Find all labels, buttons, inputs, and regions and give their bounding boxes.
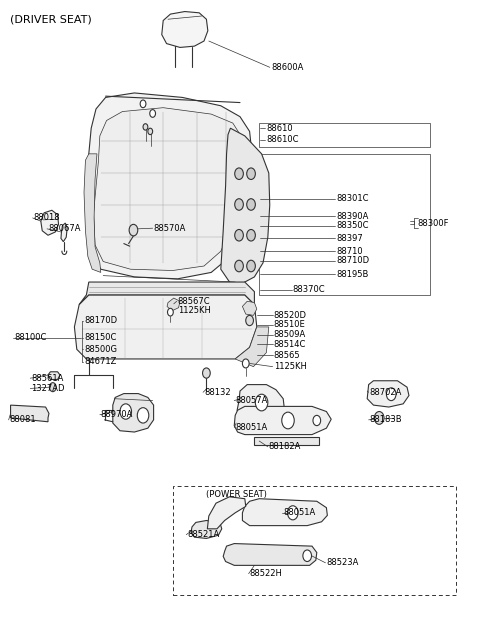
Circle shape <box>235 260 243 272</box>
Text: 88610: 88610 <box>266 124 293 133</box>
Text: 88702A: 88702A <box>370 388 402 397</box>
Text: 88600A: 88600A <box>271 63 303 72</box>
Polygon shape <box>207 497 246 529</box>
Polygon shape <box>221 128 270 283</box>
Polygon shape <box>94 108 242 271</box>
Bar <box>259 154 430 295</box>
Circle shape <box>168 308 173 316</box>
Text: 88057A: 88057A <box>235 396 267 405</box>
Polygon shape <box>242 301 257 315</box>
Polygon shape <box>191 520 222 538</box>
Text: 88170D: 88170D <box>84 316 117 325</box>
Polygon shape <box>74 295 257 359</box>
Circle shape <box>374 412 384 424</box>
Text: 88301C: 88301C <box>336 194 369 203</box>
Polygon shape <box>84 154 101 272</box>
Text: 88970A: 88970A <box>101 410 133 419</box>
Circle shape <box>247 229 255 241</box>
Text: 88567C: 88567C <box>178 297 210 306</box>
Text: 88132: 88132 <box>204 388 230 397</box>
Circle shape <box>242 359 249 368</box>
Circle shape <box>303 550 312 562</box>
Circle shape <box>247 199 255 210</box>
Text: 88150C: 88150C <box>84 333 116 342</box>
Circle shape <box>235 168 243 179</box>
Circle shape <box>282 412 294 429</box>
Polygon shape <box>113 394 154 432</box>
Text: 88350C: 88350C <box>336 221 369 230</box>
Text: 88522H: 88522H <box>250 569 282 578</box>
Text: 88182A: 88182A <box>269 442 301 451</box>
Text: (POWER SEAT): (POWER SEAT) <box>206 490 267 499</box>
Text: 88081: 88081 <box>10 415 36 424</box>
Circle shape <box>203 368 210 378</box>
Text: 88397: 88397 <box>336 234 363 243</box>
Polygon shape <box>162 12 208 47</box>
Circle shape <box>235 229 243 241</box>
Text: 88195B: 88195B <box>336 270 368 279</box>
Text: 88018: 88018 <box>34 213 60 222</box>
Polygon shape <box>242 499 327 526</box>
Circle shape <box>129 224 138 236</box>
Circle shape <box>235 199 243 210</box>
Polygon shape <box>41 210 59 235</box>
Circle shape <box>140 100 146 108</box>
Bar <box>259 123 430 147</box>
Text: 88610C: 88610C <box>266 135 299 144</box>
Circle shape <box>247 260 255 272</box>
Text: 88051A: 88051A <box>235 423 267 432</box>
Circle shape <box>143 124 148 130</box>
Polygon shape <box>86 93 252 279</box>
Circle shape <box>148 128 153 135</box>
Polygon shape <box>234 406 331 435</box>
Circle shape <box>255 394 268 411</box>
Circle shape <box>386 388 396 401</box>
Text: 88100C: 88100C <box>14 333 47 342</box>
Circle shape <box>150 110 156 117</box>
Polygon shape <box>48 372 60 379</box>
Polygon shape <box>11 405 49 422</box>
Text: 88570A: 88570A <box>154 224 186 233</box>
Text: 1125KH: 1125KH <box>178 306 210 315</box>
Text: 88510E: 88510E <box>274 320 305 329</box>
Text: 88710: 88710 <box>336 247 362 256</box>
Text: 88509A: 88509A <box>274 330 306 339</box>
Text: 1125KH: 1125KH <box>274 362 306 371</box>
Polygon shape <box>237 385 284 422</box>
Polygon shape <box>79 282 254 304</box>
Text: 88565: 88565 <box>274 351 300 360</box>
Polygon shape <box>235 327 269 367</box>
Circle shape <box>247 168 255 179</box>
Polygon shape <box>223 544 317 565</box>
Text: 88300F: 88300F <box>418 219 449 228</box>
Polygon shape <box>254 437 319 445</box>
Text: 88710D: 88710D <box>336 256 369 265</box>
Text: 88500G: 88500G <box>84 345 117 354</box>
Text: 88523A: 88523A <box>326 558 359 567</box>
Text: 88390A: 88390A <box>336 212 368 221</box>
Circle shape <box>49 383 56 392</box>
Bar <box>173 486 456 595</box>
Text: 88514C: 88514C <box>274 340 306 349</box>
Text: 84671Z: 84671Z <box>84 357 116 366</box>
Text: 88067A: 88067A <box>48 224 81 233</box>
Text: 1327AD: 1327AD <box>31 384 65 393</box>
Text: 88051A: 88051A <box>283 508 315 517</box>
Circle shape <box>137 408 149 423</box>
Text: (DRIVER SEAT): (DRIVER SEAT) <box>10 14 91 24</box>
Text: 88370C: 88370C <box>293 285 325 294</box>
Circle shape <box>246 315 253 326</box>
Text: 88183B: 88183B <box>370 415 402 424</box>
Text: 88561A: 88561A <box>31 374 63 383</box>
Circle shape <box>313 415 321 426</box>
Circle shape <box>120 404 132 419</box>
Text: 88520D: 88520D <box>274 311 307 320</box>
Polygon shape <box>167 298 180 311</box>
Polygon shape <box>61 223 67 242</box>
Polygon shape <box>367 381 409 407</box>
Text: 88521A: 88521A <box>187 530 219 539</box>
Circle shape <box>288 506 298 520</box>
